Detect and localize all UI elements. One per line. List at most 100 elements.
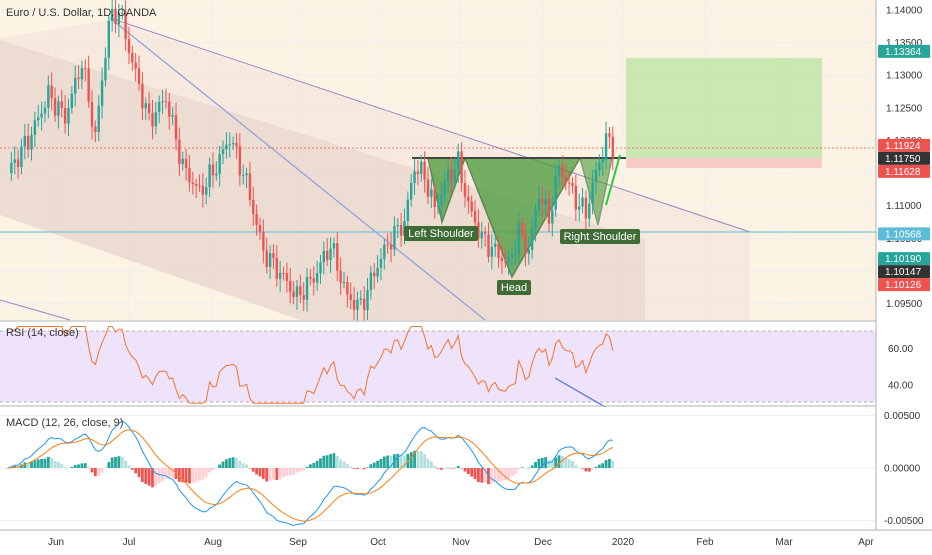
candle-body	[184, 158, 188, 168]
candle-body	[305, 277, 309, 300]
candle-body	[369, 272, 373, 291]
candle-body	[406, 199, 410, 221]
candle-body	[171, 115, 174, 117]
candle-body	[588, 203, 591, 219]
candle-body	[567, 182, 571, 184]
candle-body	[201, 185, 205, 195]
candle-body	[594, 169, 598, 183]
candle-body	[534, 209, 537, 229]
macd-histogram-bar	[366, 467, 369, 468]
price-label-badge	[878, 278, 930, 292]
candle-body	[561, 165, 564, 177]
macd-histogram-bar	[53, 460, 57, 468]
candle-body	[557, 165, 561, 176]
candle-body	[191, 182, 194, 185]
time-tick-label: Jun	[48, 537, 64, 548]
rsi-divergence-line	[554, 377, 608, 409]
macd-pane[interactable]: MACD (12, 26, close, 9)	[0, 407, 876, 529]
candle-body	[373, 272, 376, 277]
candle-body	[309, 277, 312, 279]
macd-histogram-bar	[453, 467, 457, 469]
rsi-pane[interactable]: RSI (14, close)	[0, 321, 876, 409]
candle-body	[107, 20, 110, 58]
candle-body	[144, 103, 147, 109]
candle-body	[20, 146, 23, 168]
candle-body	[47, 85, 50, 108]
rsi-tick-label: 60.00	[888, 344, 913, 355]
candle-body	[77, 77, 80, 80]
macd-histogram-bar	[198, 468, 201, 481]
stop-zone	[626, 158, 822, 168]
macd-histogram-bar	[292, 468, 295, 475]
time-axis[interactable]	[0, 529, 932, 550]
candle-body	[339, 270, 342, 283]
macd-histogram-bar	[110, 457, 114, 468]
macd-histogram-bar	[342, 461, 346, 468]
price-labels: 1.13364 1.11924 1.11750 1.11628 1.10568 1.101…	[878, 44, 930, 292]
candle-body	[463, 183, 467, 197]
candle-body	[10, 162, 13, 174]
macd-histogram-bar	[285, 468, 289, 476]
candle-body	[268, 253, 272, 267]
price-label-text: 1.10147	[885, 267, 922, 278]
breakout-arrow	[605, 154, 621, 206]
macd-histogram-bar	[591, 468, 595, 470]
price-label-badge	[878, 227, 930, 241]
price-pane[interactable]	[0, 0, 876, 530]
candle-body	[332, 243, 336, 249]
macd-histogram-bar	[426, 458, 430, 468]
macd-histogram-bar	[534, 461, 537, 468]
candle-body	[312, 278, 315, 283]
candle-body	[221, 149, 225, 155]
candle-body	[74, 77, 77, 94]
candle-body	[242, 175, 245, 177]
macd-histogram-bar	[278, 468, 282, 479]
candle-body	[383, 244, 386, 260]
candle-body	[161, 101, 164, 103]
candle-body	[379, 259, 383, 268]
macd-histogram-bar	[359, 468, 363, 469]
candle-body	[272, 253, 275, 258]
rsi-band	[0, 331, 876, 402]
candle-body	[410, 183, 413, 200]
macd-histogram-bar	[399, 455, 403, 468]
macd-histogram-bar	[443, 468, 447, 470]
rsi-title: RSI (14, close)	[6, 327, 79, 339]
price-candles	[10, 0, 614, 323]
candle-body	[218, 154, 221, 174]
macd-histogram-bar	[167, 468, 171, 479]
macd-histogram-bar	[154, 468, 158, 487]
candle-body	[574, 185, 578, 210]
candle-body	[352, 299, 356, 310]
macd-histogram-bar	[356, 468, 359, 469]
svg-text:Left Shoulder: Left Shoulder	[408, 228, 474, 240]
candle-body	[23, 136, 26, 147]
candle-body	[443, 181, 446, 196]
candle-body	[356, 299, 359, 310]
candle-body	[215, 173, 218, 176]
candle-body	[208, 164, 211, 188]
macd-histogram-bar	[93, 468, 97, 477]
macd-histogram-bar	[100, 468, 104, 473]
macd-histogram-bar	[490, 468, 494, 484]
candle-body	[564, 176, 567, 183]
macd-histogram-bar	[409, 452, 413, 468]
candle-body	[440, 195, 443, 206]
candle-body	[346, 282, 349, 295]
rsi-tick-label: 40.00	[888, 380, 913, 391]
candle-body	[292, 291, 295, 297]
candle-body	[278, 272, 282, 279]
candle-body	[168, 101, 171, 117]
macd-histogram-bar	[389, 455, 393, 468]
macd-histogram-bar	[177, 468, 181, 482]
candle-body	[450, 169, 453, 182]
time-tick-label: Mar	[775, 537, 793, 548]
candle-body	[537, 198, 541, 210]
right-shoulder-label: Right Shoulder	[560, 229, 640, 244]
macd-histogram-bar	[184, 468, 188, 483]
candle-body	[467, 196, 470, 202]
candle-body	[611, 136, 614, 158]
macd-tick-label: 0.00500	[884, 411, 921, 422]
candle-body	[302, 295, 305, 300]
macd-histogram-bar	[231, 457, 235, 468]
